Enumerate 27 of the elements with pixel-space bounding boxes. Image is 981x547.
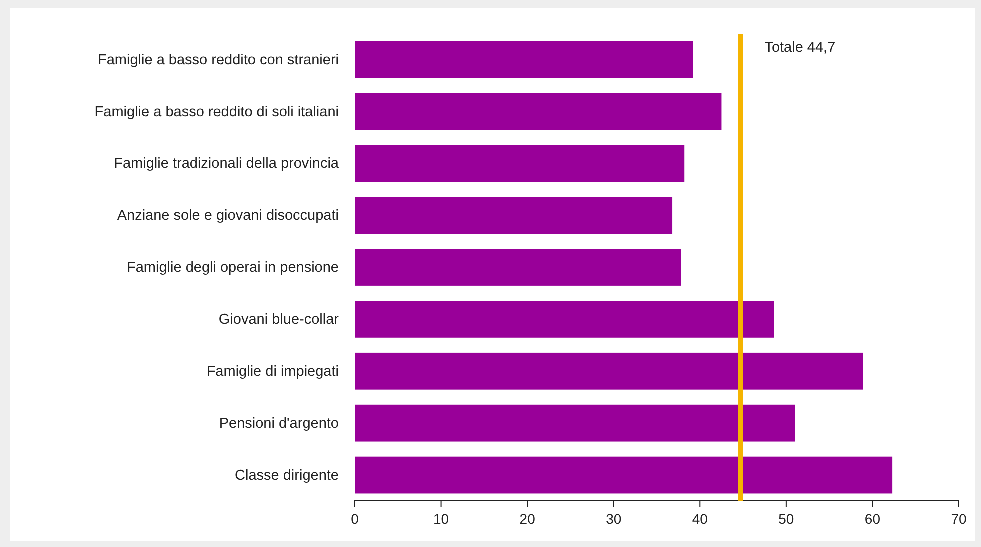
y-tick-label: Famiglie a basso reddito di soli italiani — [94, 104, 339, 120]
y-tick-label: Classe dirigente — [235, 468, 339, 484]
y-tick-label: Famiglie degli operai in pensione — [127, 260, 339, 276]
x-tick-label: 50 — [778, 511, 794, 527]
x-tick-label: 70 — [951, 511, 967, 527]
bar — [355, 404, 796, 442]
bar — [355, 41, 694, 78]
x-tick-label: 10 — [433, 511, 450, 527]
bar — [355, 197, 673, 234]
x-tick-label: 30 — [606, 511, 622, 527]
x-tick-label: 40 — [692, 511, 708, 527]
y-tick-label: Pensioni d'argento — [219, 416, 339, 432]
y-tick-label: Famiglie tradizionali della provincia — [114, 156, 340, 172]
bar — [355, 352, 864, 390]
y-tick-label: Famiglie di impiegati — [206, 364, 339, 380]
bar — [355, 456, 893, 494]
bar — [355, 301, 774, 338]
ref-line-label: Totale 44,7 — [764, 40, 836, 56]
x-tick-label: 0 — [351, 511, 360, 527]
bar — [355, 93, 722, 130]
bar — [355, 145, 685, 182]
x-tick-label: 60 — [864, 511, 881, 527]
bar — [355, 249, 682, 286]
x-tick-label: 20 — [520, 511, 536, 527]
y-tick-label: Giovani blue-collar — [218, 312, 340, 328]
y-tick-label: Anziane sole e giovani disoccupati — [117, 208, 339, 224]
y-tick-label: Famiglie a basso reddito con stranieri — [98, 52, 339, 68]
